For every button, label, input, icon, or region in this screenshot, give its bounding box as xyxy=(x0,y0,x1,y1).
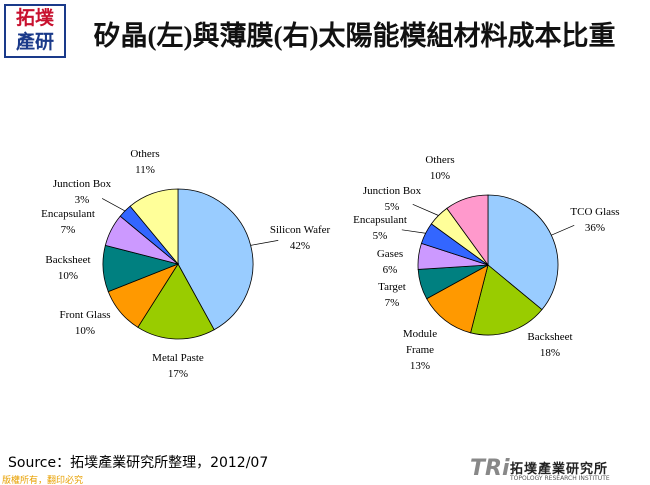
category-label: Module Frame xyxy=(402,328,438,356)
value-label: 3% xyxy=(74,194,90,206)
data-label: Target 7% xyxy=(367,279,417,311)
value-label: 6% xyxy=(382,264,398,276)
value-label: 7% xyxy=(384,297,400,309)
data-label: Encapsulant 7% xyxy=(33,206,103,238)
leader-line xyxy=(401,229,426,234)
data-label: Others 11% xyxy=(115,146,175,178)
data-label: Silicon Wafer 42% xyxy=(255,222,345,254)
category-label: Front Glass xyxy=(59,309,111,321)
category-label: Junction Box xyxy=(52,178,112,190)
value-label: 7% xyxy=(60,224,76,236)
brand: TRi 拓墣產業研究所 TOPOLOGY RESEARCH INSTITUTE xyxy=(470,456,645,484)
category-label: Gases xyxy=(376,248,404,260)
pie-slice xyxy=(470,264,543,336)
category-label: Metal Paste xyxy=(152,352,204,364)
category-label: Others xyxy=(130,148,160,160)
value-label: 5% xyxy=(372,230,388,242)
logo: 拓墣 產研 xyxy=(4,4,66,58)
value-label: 11% xyxy=(135,164,155,176)
brand-name: 拓墣產業研究所 xyxy=(510,462,609,477)
data-label: Encapsulant 5% xyxy=(340,212,420,244)
data-label: Others 10% xyxy=(410,152,470,184)
data-label: Backsheet 18% xyxy=(515,329,585,361)
leader-line xyxy=(101,198,126,212)
value-label: 5% xyxy=(384,201,400,213)
category-label: Backsheet xyxy=(45,254,91,266)
data-label: Backsheet 10% xyxy=(33,252,103,284)
footer: 版權所有，翻印必究 xyxy=(2,476,84,485)
logo-text: 拓墣 xyxy=(15,7,54,29)
value-label: 36% xyxy=(584,222,606,234)
data-label: TCO Glass 36% xyxy=(560,204,630,236)
value-label: 10% xyxy=(74,325,96,337)
category-label: Junction Box xyxy=(362,185,422,197)
category-label: Target xyxy=(378,281,406,293)
brand-english: TOPOLOGY RESEARCH INSTITUTE xyxy=(510,475,610,482)
leader-line xyxy=(250,240,279,246)
data-label: Module Frame 13% xyxy=(398,326,443,374)
category-label: TCO Glass xyxy=(570,206,620,218)
data-label: Junction Box 5% xyxy=(352,183,432,215)
category-label: Others xyxy=(425,154,455,166)
category-label: Silicon Wafer xyxy=(269,224,331,236)
leader-line xyxy=(412,204,439,216)
value-label: 42% xyxy=(289,240,311,252)
leader-line xyxy=(551,224,575,236)
pie-slice xyxy=(137,263,215,340)
value-label: 17% xyxy=(167,368,189,380)
pie-slice xyxy=(446,194,489,267)
category-label: Backsheet xyxy=(527,331,573,343)
category-label: Encapsulant xyxy=(41,208,95,220)
category-label: Encapsulant xyxy=(353,214,407,226)
source: Source：拓墣產業研究所整理，2012/07 xyxy=(8,455,269,471)
pie-slice xyxy=(426,264,489,334)
pie-slice xyxy=(129,188,179,266)
data-label: Gases 6% xyxy=(365,246,415,278)
brand-mark: TRi xyxy=(470,456,510,481)
value-label: 13% xyxy=(409,360,431,372)
data-label: Junction Box 3% xyxy=(42,176,122,208)
data-label: Metal Paste 17% xyxy=(138,350,218,382)
pie-slice xyxy=(487,194,559,311)
value-label: 18% xyxy=(539,347,561,359)
value-label: 10% xyxy=(429,170,451,182)
logo-text: 產研 xyxy=(15,31,54,53)
value-label: 10% xyxy=(57,270,79,282)
data-label: Front Glass 10% xyxy=(50,307,120,339)
title: 矽晶(左)與薄膜(右)太陽能模組材料成本比重 xyxy=(93,21,616,51)
